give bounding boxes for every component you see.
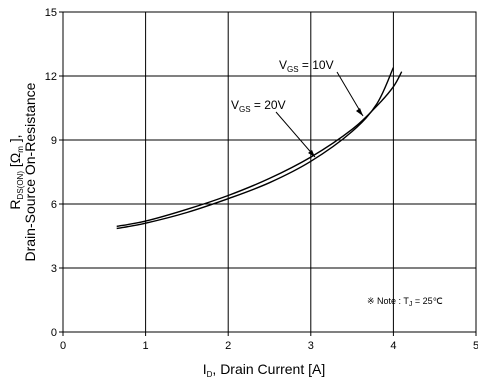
x-tick-label-3: 3 [308, 340, 314, 352]
x-ticks: 0 1 2 3 4 5 [60, 332, 478, 352]
y-tick-label-5: 15 [45, 7, 57, 19]
y-ticks: 0 3 6 9 12 15 [45, 7, 63, 339]
x-tick-label-2: 2 [225, 340, 231, 352]
x-tick-label-1: 1 [143, 340, 149, 352]
y-tick-label-0: 0 [51, 327, 57, 339]
y-axis-title-line2: Drain-Source On-Resistance [22, 82, 38, 261]
annotation-arrow-10v [336, 71, 364, 117]
annotation-vgs-20v: VGS = 20V [231, 98, 286, 114]
series-line-1 [116, 67, 395, 230]
grid [63, 12, 476, 332]
y-axis-title-line1: RDS(ON) [Ωm ], [7, 134, 25, 209]
annotation-arrowhead-20v [308, 150, 315, 157]
y-axis-title: RDS(ON) [Ωm ], Drain-Source On-Resistanc… [7, 82, 38, 261]
annotation-vgs-10v: VGS = 10V [279, 58, 334, 74]
series-line-0 [116, 71, 403, 228]
x-tick-label-5: 5 [473, 340, 478, 352]
plot-frame [62, 11, 477, 333]
y-tick-label-1: 3 [51, 263, 57, 275]
y-tick-label-3: 9 [51, 135, 57, 147]
y-tick-label-2: 6 [51, 199, 57, 211]
x-tick-label-4: 4 [390, 340, 396, 352]
note-temperature: ※ Note : TJ = 25℃ [367, 296, 443, 308]
annotation-arrowhead-10v [356, 108, 363, 116]
series-group [116, 67, 403, 230]
annotation-arrow-20v [275, 111, 316, 158]
x-tick-label-0: 0 [60, 340, 66, 352]
y-tick-label-4: 12 [45, 71, 57, 83]
x-axis-title: ID, Drain Current [A] [203, 361, 326, 379]
